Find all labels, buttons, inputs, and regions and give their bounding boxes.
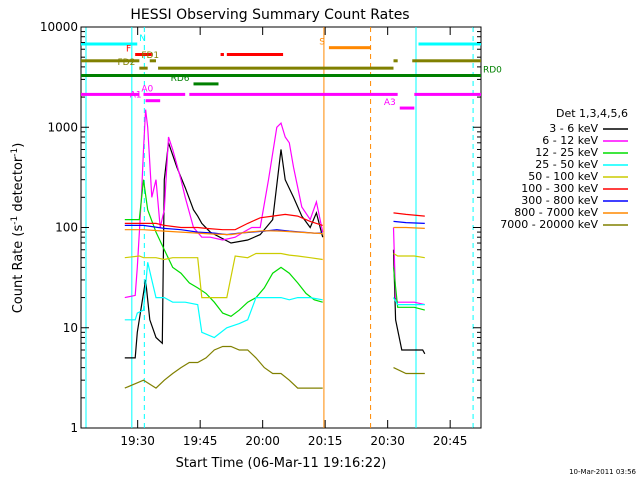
flag-bar-s-0 [328,46,371,50]
y-axis-label-end: ) [11,143,26,148]
flag-bar-fd1-3 [412,59,481,63]
flag-label-n: N [139,34,146,44]
series-line-2-1 [392,267,425,311]
x-tick-label-2: 20:00 [245,434,280,448]
y-axis-label-sup2: -1 [10,148,20,157]
legend-label-2: 12 - 25 keV [535,146,598,159]
flag-bar-a0-2 [189,92,398,96]
flag-label-fd1: FD1 [141,51,159,61]
y-tick-label-3: 1000 [47,120,78,134]
y-tick-label-4: 10000 [40,20,78,34]
flag-bar-a0-3 [414,92,481,96]
flag-bar-fd2-0 [139,66,148,70]
series-line-1-0 [124,109,324,299]
x-tick-label-4: 20:30 [370,434,405,448]
flag-label-a1: A1 [130,91,142,101]
legend-title: Det 1,3,4,5,6 [556,107,628,120]
series-line-8-1 [393,367,425,375]
flag-label-s: S [319,38,325,48]
series-line-0-1 [392,249,426,355]
y-tick-label-1: 10 [63,321,78,335]
series-line-7-1 [393,226,425,229]
flag-label-rd6: RD6 [171,74,190,84]
legend-label-0: 3 - 6 keV [549,122,598,135]
x-tick-label-1: 19:45 [183,434,218,448]
series-lines [124,109,426,389]
series-line-3-0 [124,262,323,339]
legend-label-1: 6 - 12 keV [542,134,598,147]
flag-bar-a0-0 [81,92,140,96]
flag-bar-fd1-1 [149,59,156,63]
x-tick-label-0: 19:30 [120,434,155,448]
flag-bar-a0-1 [143,92,186,96]
legend-label-8: 7000 - 20000 keV [500,218,598,231]
series-line-4-1 [393,252,425,259]
flag-bar-fd1-2 [393,59,398,63]
flag-bar-f-2 [226,53,284,56]
series-line-5-0 [124,213,323,231]
series-line-3-1 [392,297,425,306]
flag-label-rd0: RD0 [483,66,502,76]
axis-ticks: 19:30 19:45 20:00 20:15 20:30 20:45 1 10 100 1000… [40,20,481,448]
legend-label-3: 25 - 50 keV [535,158,598,171]
x-tick-label-3: 20:15 [308,434,343,448]
legend-label-6: 300 - 800 keV [521,194,598,207]
series-line-0-0 [124,142,324,359]
y-axis-label-sup1: -1 [10,216,20,225]
legend-label-7: 800 - 7000 keV [514,206,598,219]
y-axis-label-mid: detector [11,156,26,216]
y-axis-label-main: Count Rate (s [11,225,26,314]
y-tick-label-0: 1 [70,421,78,435]
flag-bar-n-0 [81,42,138,46]
series-line-7-0 [124,229,323,236]
legend-label-5: 100 - 300 keV [521,182,598,195]
series-line-4-0 [124,252,323,299]
flag-bar-rd0-0 [81,74,481,77]
series-line-8-0 [124,345,323,389]
series-line-5-1 [393,212,425,217]
y-tick-label-2: 100 [55,221,78,235]
y-axis-label: Count Rate (s-1 detector-1) [10,143,26,314]
flag-label-a3: A3 [384,98,396,108]
flag-label-f: F [126,45,131,55]
flag-bar-fd2-1 [158,66,394,70]
x-axis-label: Start Time (06-Mar-11 19:16:22) [176,456,387,471]
chart-title: HESSI Observing Summary Count Rates [130,7,409,23]
flag-label-fd2: FD2 [117,58,135,68]
flag-label-a0: A0 [141,84,153,94]
legend-label-4: 50 - 100 keV [528,170,598,183]
series-line-6-1 [393,220,425,224]
flag-bar-f-0 [135,53,152,56]
timestamp: 10-Mar-2011 03:56 [569,468,636,476]
flag-bar-a1-0 [145,99,161,103]
flag-bar-a3-0 [399,106,415,110]
flag-bar-n-1 [418,42,481,46]
flag-bar-f-1 [220,53,224,56]
series-line-2-0 [124,179,323,317]
x-tick-label-5: 20:45 [433,434,468,448]
flag-bar-fd1-0 [81,59,140,63]
flag-bar-rd6-0 [193,82,219,86]
